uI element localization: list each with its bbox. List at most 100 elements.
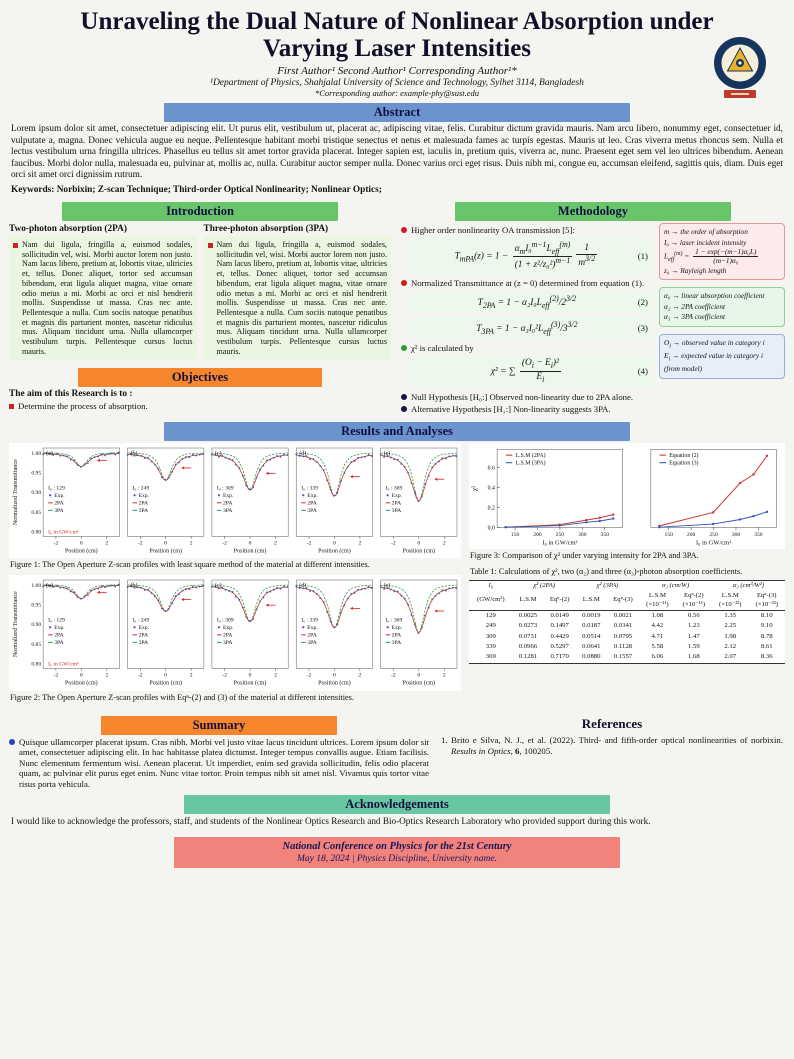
table-cell: 0.0880 (575, 652, 607, 664)
svg-text:(b): (b) (131, 450, 138, 457)
note-line: Leff(m) = 1 − exp(−(m−1)α₀L) (m−1)α₀ (664, 247, 759, 266)
section-heading-introduction: Introduction (62, 202, 338, 222)
table-cell: 9.10 (760, 622, 773, 630)
svg-text:χ²: χ² (471, 486, 479, 491)
svg-text:Position (cm): Position (cm) (234, 547, 267, 554)
table-subheader: Eqⁿ-(3) (×10⁻²³) (748, 591, 785, 611)
table-header-i0: I₀ (469, 579, 513, 592)
table-cell: 0.4429 (550, 632, 569, 640)
svg-text:0: 0 (249, 540, 252, 546)
equation-2: T2PA = 1 − α₂I₀Leff(2)/23/2 (2) (412, 290, 652, 313)
section-heading-results: Results and Analyses (164, 421, 630, 441)
svg-text:-2: -2 (222, 540, 227, 546)
table-cell: 0.0641 (582, 643, 601, 650)
method-bullet-1: Higher order nonlinearity OA transmissio… (411, 225, 575, 236)
svg-text:Equation (2): Equation (2) (669, 452, 698, 459)
svg-text:300: 300 (578, 532, 587, 538)
acknowledgements-heading-label: Acknowledgements (345, 797, 449, 812)
authors-line: First Author¹ Second Author¹ Correspondi… (277, 65, 517, 77)
svg-text:300: 300 (732, 532, 741, 538)
svg-text:Normalized Transmittance: Normalized Transmittance (12, 591, 19, 657)
svg-text:I₀ : 309: I₀ : 309 (217, 485, 234, 491)
objectives-item: Determine the process of absorption. (18, 401, 148, 412)
svg-text:(e): (e) (384, 582, 391, 589)
svg-text:0.95: 0.95 (31, 470, 41, 476)
footer-conference-line: National Conference on Physics for the 2… (282, 840, 512, 852)
table-subheader: (GW/cm²) (469, 591, 513, 611)
table-subheader: Eqⁿ-(3) (606, 591, 640, 611)
svg-text:Exp.: Exp. (54, 625, 65, 631)
table-cell: 249 (485, 622, 496, 630)
svg-text:-2: -2 (54, 540, 59, 546)
table-cell: 8.36 (748, 652, 785, 664)
equation-3: T3PA = 1 − α₃I₀²Leff(3)/33/2 (3) (412, 316, 652, 339)
table-cell: 4.42 (651, 622, 664, 630)
svg-text:1.00: 1.00 (31, 583, 41, 589)
table-cell: 4.71 (651, 632, 664, 640)
reference-item-1: 1. Brito e Silva, N. J., et al. (2022). … (441, 734, 783, 756)
table-1-caption: Table 1: Calculations of χ², two (α₂) an… (470, 566, 743, 576)
svg-text:Position (cm): Position (cm) (234, 680, 267, 687)
svg-text:I₀ : 309: I₀ : 309 (217, 618, 234, 624)
figure-3-chi2-plot: χ² 0.0 0.2 0.4 0.6 150 200 250 300 350 I₀ in GW/cm… (469, 442, 785, 549)
table-cell: 1.68 (675, 652, 713, 664)
table-header-chi2-2pa: χ² (2PA) (512, 579, 576, 592)
svg-text:I₀ in GW/cm²: I₀ in GW/cm² (696, 540, 731, 547)
blue-dot-bullet-icon (9, 738, 15, 745)
method-bullet-3: χ² is calculated by (411, 342, 474, 353)
figure-1-zscan-plot: Normalized Transmittance 1.00 0.95 0.90 0.85… (9, 442, 461, 559)
svg-text:0: 0 (80, 673, 83, 679)
svg-text:I₀ in GW/cm²: I₀ in GW/cm² (48, 662, 79, 668)
method-bullet-null-hypothesis: Null Hypothesis [H₀:] Observed non-linea… (411, 391, 634, 402)
red-square-bullet-icon (9, 404, 14, 410)
svg-text:200: 200 (687, 532, 696, 538)
table-row: 249 0.0273 0.1497 0.0187 0.0341 4.42 1.23 2.25 9… (469, 621, 785, 631)
poster-header: Unraveling the Dual Nature of Nonlinear … (9, 6, 785, 98)
svg-text:Position (cm): Position (cm) (318, 547, 351, 554)
svg-text:2: 2 (274, 540, 277, 546)
svg-text:-2: -2 (307, 673, 312, 679)
affiliation-line: ¹Department of Physics, Shahjalal Univer… (210, 78, 584, 88)
svg-text:I₀ : 339: I₀ : 339 (301, 485, 318, 491)
table-cell: 2.12 (724, 643, 737, 650)
svg-text:250: 250 (709, 532, 718, 538)
svg-text:3PA: 3PA (307, 640, 317, 646)
svg-text:Exp.: Exp. (307, 625, 318, 631)
svg-text:Normalized Transmittance: Normalized Transmittance (12, 459, 19, 525)
svg-text:2PA: 2PA (139, 633, 149, 639)
table-cell: 8.78 (760, 632, 773, 640)
svg-text:0: 0 (164, 673, 167, 679)
intro-3pa-text: Nam dui ligula, fringilla a, euismod sod… (216, 240, 388, 356)
section-heading-abstract: Abstract (164, 103, 630, 122)
red-square-bullet-icon (207, 243, 213, 249)
figure-2-zscan-plot: Normalized Transmittance 1.00 0.95 0.90 0.85… (9, 575, 461, 691)
table-subheader: L.S.M (×10⁻²³) (712, 591, 749, 611)
svg-text:0.85: 0.85 (31, 510, 41, 516)
equation-4-body: χ² = ∑ (Oi − Ei)² Ei (490, 358, 561, 384)
table-cell: 0.1128 (613, 643, 633, 650)
svg-text:2: 2 (274, 673, 277, 679)
svg-text:I₀ : 129: I₀ : 129 (48, 618, 65, 624)
svg-text:I₀ : 249: I₀ : 249 (133, 485, 150, 491)
svg-text:(a): (a) (46, 582, 53, 589)
figure-2-caption: Figure 2: The Open Aperture Z-scan profi… (10, 692, 354, 702)
svg-text:0.4: 0.4 (488, 485, 495, 491)
table-cell: 0.0021 (613, 611, 633, 619)
note-line: α₂ → 2PA coefficient (664, 301, 726, 311)
svg-text:0: 0 (80, 540, 83, 546)
table-cell: 0.0341 (613, 622, 633, 630)
table-row: 339 0.0966 0.5297 0.0641 0.1128 5.58 1.59 2.12 8… (469, 642, 785, 652)
svg-text:2PA: 2PA (307, 633, 317, 639)
svg-text:I₀ : 129: I₀ : 129 (48, 485, 65, 491)
equation-2-body: T2PA = 1 − α₂I₀Leff(2)/23/2 (477, 293, 577, 310)
section-heading-objectives: Objectives (77, 368, 323, 388)
svg-text:(c): (c) (215, 582, 222, 589)
equation-3-number: (3) (637, 322, 648, 333)
svg-text:3PA: 3PA (307, 508, 317, 514)
svg-text:200: 200 (533, 532, 542, 538)
svg-text:3PA: 3PA (54, 508, 64, 514)
figure-3-caption: Figure 3: Comparison of χ² under varying… (470, 550, 699, 560)
table-cell: 1.47 (687, 632, 700, 640)
svg-text:(e): (e) (384, 450, 391, 457)
svg-text:350: 350 (754, 532, 763, 538)
